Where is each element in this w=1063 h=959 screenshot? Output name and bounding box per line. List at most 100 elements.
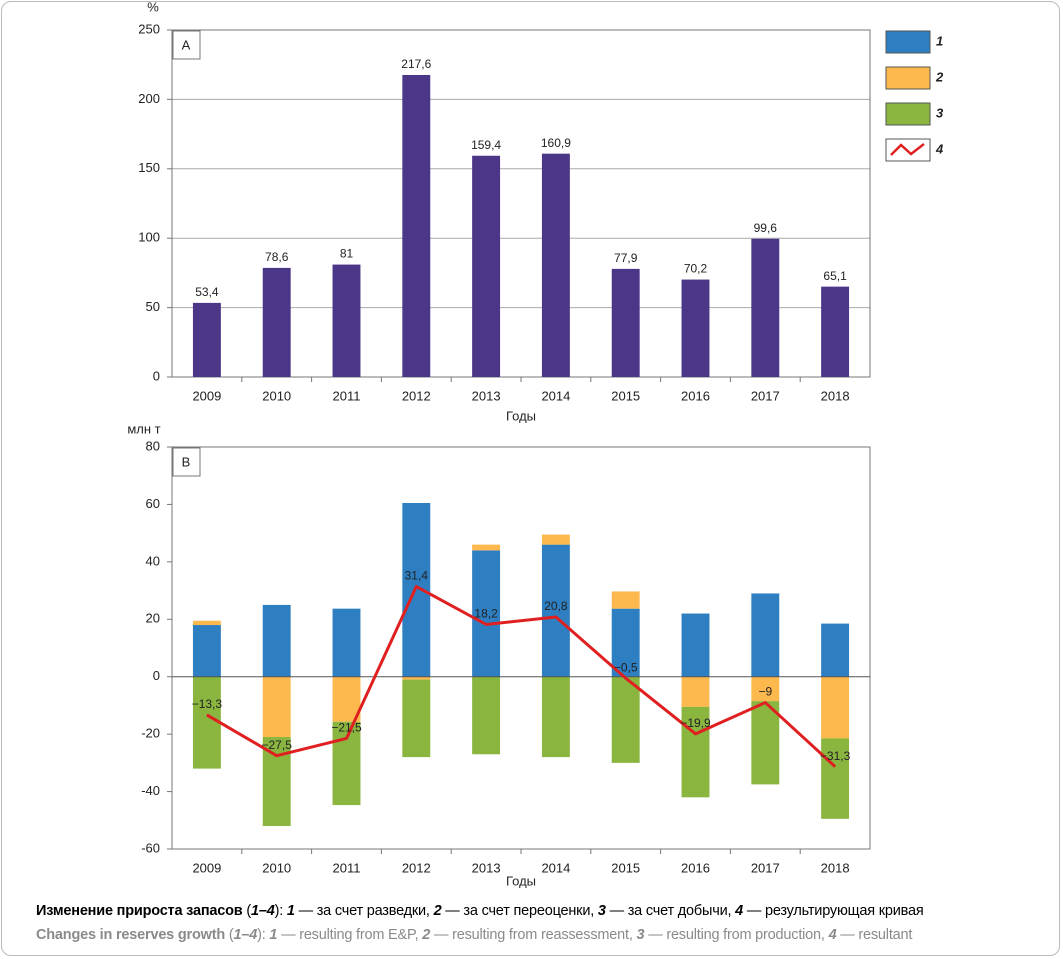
x-tick-label: 2012 <box>402 388 431 403</box>
x-tick-label: 2018 <box>821 388 850 403</box>
bar-segment <box>681 706 710 798</box>
caption-text: 1–4 <box>233 927 258 943</box>
bar-segment <box>821 623 850 677</box>
bar-segment <box>751 701 780 785</box>
value-label: −9 <box>758 685 772 699</box>
caption-text: ( <box>225 927 234 943</box>
bar <box>821 286 850 377</box>
bar-segment <box>472 550 501 677</box>
x-tick-label: 2014 <box>541 388 570 403</box>
y-tick-label: 0 <box>153 668 160 683</box>
bar-segment <box>472 544 501 551</box>
bar-segment <box>821 738 850 819</box>
bar-segment <box>541 544 570 677</box>
y-tick-label: -40 <box>141 783 160 798</box>
caption-text: 3 <box>597 903 606 919</box>
caption-text: Изменение прироста запасов <box>36 903 243 919</box>
value-label: 77,9 <box>614 251 638 265</box>
y-tick-label: 250 <box>138 21 160 36</box>
legend-label: 4 <box>935 141 944 156</box>
bar-segment <box>192 620 221 626</box>
value-label: 81 <box>340 247 354 261</box>
bar-segment <box>332 676 361 722</box>
x-tick-label: 2018 <box>821 860 850 875</box>
x-tick-label: 2016 <box>681 388 710 403</box>
value-label: 31,4 <box>405 569 429 583</box>
x-tick-label: 2013 <box>472 860 501 875</box>
y-tick-label: 20 <box>146 611 160 626</box>
bar-segment <box>402 679 431 758</box>
bar <box>681 279 710 377</box>
legend-label: 1 <box>936 33 943 48</box>
caption-text: 3 <box>636 927 645 943</box>
caption-en: Changes in reserves growth (1–4): 1 — re… <box>36 923 923 947</box>
bar-segment <box>472 676 501 755</box>
x-tick-label: 2012 <box>402 860 431 875</box>
bar-segment <box>751 676 780 702</box>
y-tick-label: -60 <box>141 840 160 855</box>
caption-text: — за счет переоценки, <box>441 903 598 919</box>
value-label: 159,4 <box>471 138 501 152</box>
bar-segment <box>611 608 640 677</box>
bar-segment <box>681 676 710 707</box>
bar-segment <box>262 604 291 677</box>
y-tick-label: 150 <box>138 160 160 175</box>
panel-label-box <box>172 30 201 60</box>
bar <box>541 153 570 377</box>
x-tick-label: 2015 <box>611 388 640 403</box>
bar <box>611 268 640 377</box>
bar-segment <box>611 676 640 763</box>
x-tick-label: 2009 <box>192 388 221 403</box>
caption-text: — за счет разведки, <box>294 903 434 919</box>
bar-segment <box>541 676 570 758</box>
caption-ru: Изменение прироста запасов (1–4): 1 — за… <box>36 899 924 923</box>
caption-text: — resulting from production, <box>644 927 829 943</box>
caption-text: 1–4 <box>250 903 275 919</box>
bar-segment <box>192 676 221 769</box>
bar-segment <box>681 613 710 677</box>
caption: Изменение прироста запасов (1–4): 1 — за… <box>36 899 924 947</box>
caption-text: — resulting from reassessment, <box>430 927 637 943</box>
y-tick-label: 60 <box>146 496 160 511</box>
caption-text: ): <box>274 903 287 919</box>
y-tick-label: 100 <box>138 230 160 245</box>
legend-label: 3 <box>936 105 944 120</box>
bar <box>751 238 780 377</box>
legend-swatch <box>890 143 925 156</box>
value-label: −31,3 <box>820 749 851 763</box>
value-label: −27,5 <box>262 738 293 752</box>
bar <box>472 155 501 377</box>
value-label: 160,9 <box>541 136 571 150</box>
bar-segment <box>192 625 221 677</box>
value-label: −0,5 <box>614 660 638 674</box>
panel-label: A <box>182 37 191 52</box>
y-tick-label: 40 <box>146 553 160 568</box>
legend-label: 2 <box>935 69 944 84</box>
x-tick-label: 2013 <box>472 388 501 403</box>
value-label: 18,2 <box>474 607 498 621</box>
x-tick-label: 2009 <box>192 860 221 875</box>
y-tick-label: 80 <box>146 438 160 453</box>
caption-text: 1 <box>286 903 295 919</box>
line <box>206 585 837 768</box>
bar <box>402 74 431 378</box>
panel-label: B <box>182 454 191 469</box>
axis-unit: млн т <box>127 421 160 436</box>
bar-segment <box>751 593 780 677</box>
value-label: 217,6 <box>401 57 431 71</box>
bar <box>262 267 291 377</box>
x-axis-label: Годы <box>506 408 536 423</box>
value-label: −21,5 <box>331 721 362 735</box>
bar <box>332 264 361 377</box>
bar-segment <box>262 676 291 738</box>
x-tick-label: 2015 <box>611 860 640 875</box>
y-tick-label: 0 <box>153 368 160 383</box>
caption-text: ): <box>257 927 270 943</box>
y-tick-label: 200 <box>138 91 160 106</box>
y-tick-label: 50 <box>146 299 160 314</box>
bar-segment <box>541 534 570 545</box>
caption-text: 4 <box>828 927 837 943</box>
